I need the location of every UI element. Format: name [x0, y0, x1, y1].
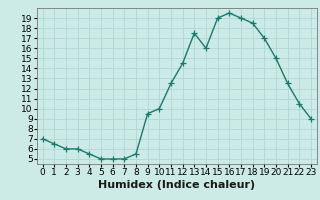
X-axis label: Humidex (Indice chaleur): Humidex (Indice chaleur): [98, 180, 255, 190]
